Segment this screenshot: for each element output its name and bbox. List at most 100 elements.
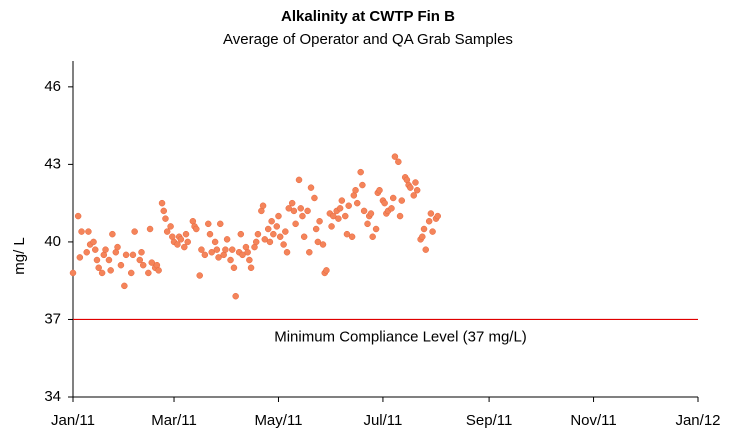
point <box>372 225 380 233</box>
point <box>396 212 404 220</box>
point <box>69 269 77 277</box>
point <box>316 217 323 225</box>
point <box>369 233 376 241</box>
point <box>276 233 284 241</box>
point <box>353 199 361 207</box>
point <box>283 249 291 256</box>
point <box>261 236 269 243</box>
point <box>420 225 428 233</box>
point <box>107 267 114 274</box>
point <box>343 230 351 238</box>
point <box>131 228 138 235</box>
point <box>345 202 352 209</box>
chart-subtitle: Average of Operator and QA Grab Samples <box>223 31 513 48</box>
point <box>330 212 337 220</box>
point <box>292 220 299 228</box>
point <box>288 199 296 207</box>
x-tick-label: Jul/11 <box>363 412 402 429</box>
x-tick-label: Nov/11 <box>570 412 616 429</box>
point <box>364 220 371 228</box>
point <box>259 202 267 209</box>
x-tick-label: May/11 <box>254 412 302 429</box>
point <box>85 228 92 235</box>
point <box>391 153 399 160</box>
point <box>114 243 121 251</box>
point <box>312 225 320 233</box>
point <box>230 264 238 272</box>
point <box>102 246 109 253</box>
point <box>232 292 239 300</box>
point <box>357 168 364 176</box>
point <box>338 197 346 204</box>
point <box>198 246 205 253</box>
point <box>314 238 322 246</box>
point <box>264 225 272 233</box>
point <box>388 205 395 212</box>
point <box>268 217 275 225</box>
point <box>105 256 113 264</box>
point <box>167 223 174 230</box>
point <box>155 267 162 274</box>
point <box>352 186 359 194</box>
point <box>244 249 251 256</box>
reference-label: Minimum Compliance Level (37 mg/L) <box>274 328 527 345</box>
point <box>295 176 303 184</box>
point <box>182 230 190 238</box>
point <box>213 246 221 253</box>
point <box>266 238 274 246</box>
point <box>74 212 82 220</box>
point <box>434 212 441 220</box>
point <box>127 269 135 277</box>
point <box>148 259 156 266</box>
point <box>270 230 277 238</box>
point <box>201 251 209 259</box>
y-tick-label: 43 <box>44 155 61 172</box>
x-tick-label: Mar/11 <box>151 412 197 429</box>
point <box>93 256 101 264</box>
point <box>413 186 421 194</box>
point <box>177 236 185 243</box>
point <box>422 246 429 253</box>
point <box>376 186 383 194</box>
point <box>206 230 214 238</box>
point <box>239 251 246 259</box>
point <box>90 238 97 246</box>
point <box>160 207 168 215</box>
point <box>328 223 335 230</box>
point <box>76 254 84 261</box>
point <box>252 238 260 246</box>
point <box>360 207 368 215</box>
point <box>336 205 344 212</box>
point <box>223 236 231 243</box>
point <box>98 269 106 277</box>
point <box>290 207 298 215</box>
y-tick-label: 46 <box>44 78 61 95</box>
point <box>425 217 433 225</box>
y-axis-label: mg/ L <box>11 237 28 275</box>
point <box>381 199 388 207</box>
point <box>254 230 262 238</box>
point <box>162 215 169 222</box>
point <box>211 238 219 246</box>
point <box>208 249 215 256</box>
point <box>273 223 281 230</box>
point <box>95 264 102 272</box>
point <box>146 225 154 233</box>
point <box>228 246 236 253</box>
x-tick-label: Jan/11 <box>51 412 95 429</box>
x-tick-label: Jan/12 <box>675 412 720 429</box>
point <box>174 241 181 248</box>
point <box>196 272 203 279</box>
point <box>184 238 191 246</box>
point <box>342 212 349 220</box>
point <box>412 179 419 186</box>
point <box>122 251 130 259</box>
point <box>275 212 282 220</box>
point <box>78 228 85 235</box>
point <box>280 241 287 248</box>
point <box>359 181 366 189</box>
point <box>335 215 342 222</box>
point <box>395 158 402 166</box>
point <box>227 256 234 264</box>
